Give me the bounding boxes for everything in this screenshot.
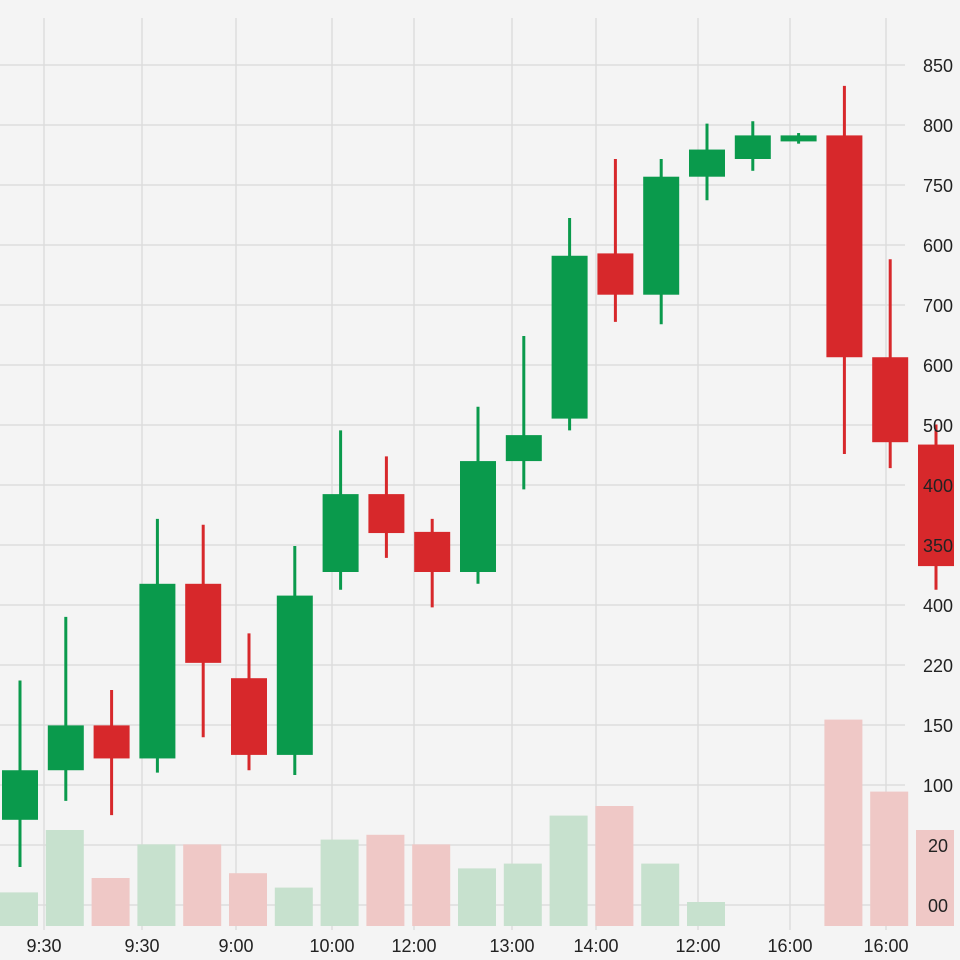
volume-bar xyxy=(595,806,634,926)
volume-bar xyxy=(229,873,267,926)
volume-bar xyxy=(320,839,359,926)
candle-body xyxy=(276,595,313,755)
x-tick-label: 10:00 xyxy=(309,936,354,956)
volume-bar xyxy=(687,902,725,926)
volume-bar xyxy=(183,844,222,926)
candle xyxy=(597,159,634,322)
candle-body xyxy=(231,678,267,755)
volume-layer xyxy=(0,719,954,926)
x-tick-label: 12:00 xyxy=(391,936,436,956)
candle-body xyxy=(689,149,725,177)
y-tick-label: 800 xyxy=(923,116,953,136)
y-tick-label: 600 xyxy=(923,236,953,256)
x-tick-label: 9:30 xyxy=(26,936,61,956)
y-tick-label: 700 xyxy=(923,296,953,316)
candle-body xyxy=(47,725,84,771)
volume-bar xyxy=(274,887,313,926)
volume-bar xyxy=(870,791,909,926)
candle-body xyxy=(2,770,38,820)
volume-bar xyxy=(91,878,130,926)
candle-body xyxy=(551,255,588,419)
candle xyxy=(276,546,313,775)
y-tick-label: 400 xyxy=(923,476,953,496)
candle xyxy=(826,85,863,454)
candle-layer xyxy=(2,85,954,867)
volume-bar xyxy=(412,844,451,926)
y-tick-label: 400 xyxy=(923,596,953,616)
candle xyxy=(734,121,771,171)
volume-bar xyxy=(916,830,954,926)
candle-body xyxy=(734,135,771,159)
candle xyxy=(322,430,359,590)
candle-body xyxy=(780,135,817,142)
x-tick-label: 16:00 xyxy=(863,936,908,956)
candle xyxy=(185,524,222,738)
volume-bar xyxy=(458,868,496,926)
candle xyxy=(93,690,130,816)
volume-bar xyxy=(824,719,863,926)
candle xyxy=(872,259,909,469)
y-tick-label: 350 xyxy=(923,536,953,556)
y-tick-label: 600 xyxy=(923,356,953,376)
y-tick-label: 750 xyxy=(923,176,953,196)
candle xyxy=(780,133,817,144)
candle-body xyxy=(93,725,130,759)
candle xyxy=(231,633,267,771)
y-tick-label: 100 xyxy=(923,776,953,796)
candle xyxy=(368,456,405,558)
x-tick-label: 14:00 xyxy=(573,936,618,956)
x-tick-label: 13:00 xyxy=(489,936,534,956)
candle-body xyxy=(643,176,680,295)
volume-bar xyxy=(366,834,405,926)
volume-bar xyxy=(549,815,588,926)
volume-bar xyxy=(45,830,84,926)
y-tick-label: 00 xyxy=(928,896,948,916)
candle-body xyxy=(918,444,954,567)
candle xyxy=(460,406,496,584)
y-tick-label: 220 xyxy=(923,656,953,676)
volume-bar xyxy=(137,844,176,926)
volume-bar xyxy=(641,863,680,926)
x-tick-label: 16:00 xyxy=(767,936,812,956)
candle xyxy=(414,518,451,608)
candle xyxy=(139,518,176,773)
candle-body xyxy=(826,135,863,358)
y-tick-label: 20 xyxy=(928,836,948,856)
candle xyxy=(643,159,680,325)
y-tick-label: 850 xyxy=(923,56,953,76)
candle-body xyxy=(505,435,542,462)
candle xyxy=(505,336,542,490)
candle xyxy=(551,218,588,431)
volume-bar xyxy=(503,863,542,926)
y-tick-label: 500 xyxy=(923,416,953,436)
x-tick-label: 9:00 xyxy=(218,936,253,956)
candle xyxy=(2,680,38,867)
x-tick-label: 9:30 xyxy=(124,936,159,956)
candle-body xyxy=(139,583,176,759)
x-tick-label: 12:00 xyxy=(675,936,720,956)
candle-body xyxy=(872,357,909,443)
y-tick-label: 150 xyxy=(923,716,953,736)
candle-body xyxy=(322,494,359,572)
y-axis: 850 800 750 600 700 600 500 400 350 400 220 150 100 2… xyxy=(923,56,953,916)
candle-body xyxy=(460,461,496,572)
candle-body xyxy=(597,253,634,295)
candle xyxy=(689,123,725,201)
candle-body xyxy=(368,494,405,534)
x-axis: 9:30 9:30 9:00 10:00 12:00 13:00 14:00 12:00 16:… xyxy=(26,936,908,956)
candle xyxy=(918,424,954,590)
candle xyxy=(47,616,84,801)
candle-body xyxy=(185,583,222,663)
volume-bar xyxy=(0,892,38,926)
candle-body xyxy=(414,531,451,572)
